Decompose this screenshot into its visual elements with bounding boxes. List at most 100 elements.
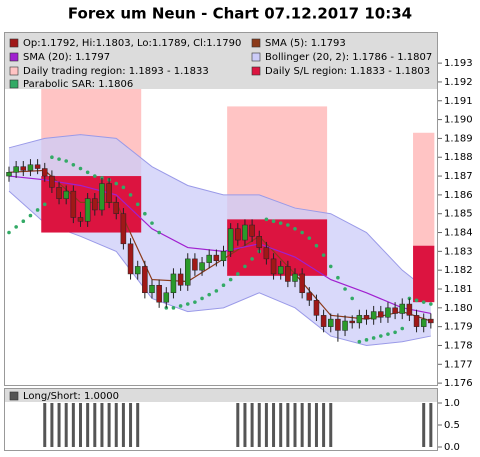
candle-body [42, 168, 48, 177]
y-tick-label: 1.181 [444, 284, 473, 295]
long-short-bar [279, 403, 283, 447]
y-tick-label: 1.189 [444, 133, 473, 144]
long-short-bar [300, 403, 304, 447]
long-short-bar [107, 403, 111, 447]
sar-dot [400, 326, 405, 331]
candle-body [399, 303, 405, 314]
legend-label: Daily trading region: 1.1893 - 1.1833 [23, 66, 209, 77]
sub-legend-box [5, 389, 437, 402]
long-short-bar [322, 403, 326, 447]
sar-dot [128, 193, 133, 197]
sar-dot [250, 257, 254, 261]
candle-body [406, 303, 413, 316]
candle-body [213, 254, 220, 262]
candle-body [270, 258, 277, 275]
y-tick-label: 1.192 [444, 77, 473, 88]
long-short-bar [121, 403, 125, 447]
trading-region [413, 132, 435, 246]
sar-dot [393, 330, 397, 335]
sar-dot [357, 339, 362, 344]
candle-body [56, 187, 62, 199]
long-short-bar [429, 403, 433, 447]
candle-body [106, 183, 112, 203]
sar-dot [85, 170, 90, 175]
y-tick-label: 1.188 [444, 152, 473, 163]
long-short-bar [293, 403, 297, 447]
bollinger-upper [8, 134, 432, 294]
sar-dot [321, 253, 326, 257]
y-tick-label: 1.177 [444, 359, 473, 370]
sar-dot [386, 332, 390, 336]
sar-dot [221, 283, 226, 288]
sar-dot [143, 211, 147, 216]
candle-body [185, 258, 191, 286]
y-tick-label: 1.183 [444, 246, 473, 257]
sl-region [413, 245, 435, 303]
long-short-bar [314, 403, 318, 447]
legend-swatch [9, 391, 19, 401]
candle-body [199, 262, 205, 271]
plot-area [6, 33, 435, 346]
candle-body [142, 266, 148, 294]
sar-dot [414, 298, 419, 303]
candle-body [328, 318, 334, 327]
long-short-bar [250, 403, 254, 447]
sar-dot [421, 300, 426, 304]
long-short-bar [50, 403, 54, 447]
candle-body [70, 190, 77, 218]
sar-dot [364, 338, 369, 342]
candle-body [177, 273, 184, 286]
candle-body [13, 166, 19, 173]
candle-body [192, 258, 198, 271]
legend-label: Bollinger (20, 2): 1.1786 - 1.1807 [265, 52, 432, 63]
sar-dot [307, 236, 312, 240]
candle-body [127, 243, 134, 275]
legend-swatch [251, 66, 261, 76]
long-short-bar [129, 403, 133, 447]
legend-swatch [9, 66, 19, 76]
y-tick-label: 1.191 [444, 96, 473, 107]
candle-body [256, 236, 262, 248]
candle-body [428, 318, 434, 324]
candle-body [84, 198, 91, 222]
candle-body [220, 251, 227, 262]
candle-body [170, 273, 177, 294]
candle-body [292, 273, 298, 282]
sar-dot [150, 221, 154, 225]
y-tick-label: 0.5 [444, 420, 460, 431]
y-tick-label: 1.0 [444, 398, 460, 409]
candle-body [49, 175, 55, 188]
sar-dot [343, 287, 347, 291]
sar-dot [121, 185, 126, 190]
legend-swatch [9, 38, 19, 48]
candle-body [34, 164, 41, 169]
sar-dot [57, 157, 61, 161]
long-short-bar [257, 403, 261, 447]
candle-body [370, 311, 377, 320]
candle-body [306, 292, 313, 301]
candle-body [363, 315, 370, 320]
long-short-bar [100, 403, 104, 447]
sar-dot [114, 181, 119, 186]
long-short-bar [422, 403, 426, 447]
legend-label: Op:1.1792, Hi:1.1803, Lo:1.1789, Cl:1.17… [23, 38, 241, 49]
candle-body [420, 318, 427, 327]
legend-swatch [251, 38, 261, 48]
sar-dot [264, 217, 269, 222]
candle-body [156, 284, 162, 303]
y-tick-label: 1.178 [444, 340, 473, 351]
sar-dot [21, 219, 26, 224]
sar-dot [93, 174, 97, 178]
overlay: 1.176 1.177 1.178 1.179 1.180 1.181 1.182 1.183… [5, 33, 473, 453]
long-short-bar [86, 403, 90, 447]
long-short-bar [43, 403, 47, 447]
sar-dot [185, 302, 190, 306]
candle-body [335, 318, 341, 331]
candle-body [249, 224, 255, 237]
long-short-bar [136, 403, 140, 447]
legend-label: Parabolic SAR: 1.1806 [23, 79, 133, 90]
candle-body [263, 247, 270, 260]
sar-dot [7, 230, 11, 235]
candle-body [413, 315, 420, 327]
